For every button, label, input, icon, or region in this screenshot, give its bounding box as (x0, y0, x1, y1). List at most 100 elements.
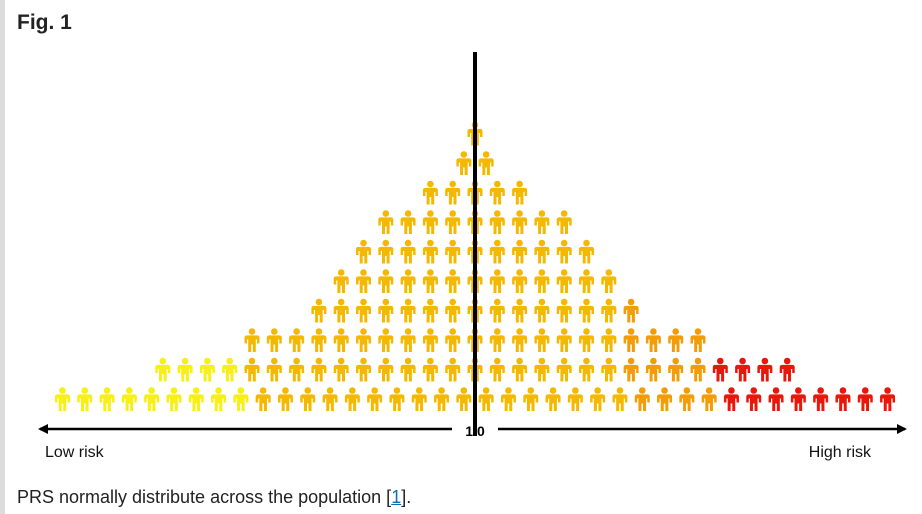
person-icon (233, 387, 249, 411)
person-icon (422, 328, 438, 352)
person-icon (356, 357, 371, 382)
person-icon (311, 328, 327, 352)
person-icon (445, 210, 461, 234)
person-icon (266, 328, 282, 352)
figure-label: Fig. 1 (17, 11, 72, 34)
person-icon (266, 357, 282, 382)
caption-text: PRS normally distribute across the popul… (17, 487, 392, 507)
person-icon (757, 357, 773, 382)
person-icon (400, 239, 416, 264)
person-icon (277, 387, 293, 411)
person-icon (333, 357, 349, 382)
person-icon (567, 387, 583, 411)
person-icon (99, 387, 115, 411)
person-icon (356, 298, 371, 323)
person-icon (534, 269, 550, 293)
person-icon (534, 239, 550, 264)
low-risk-label: Low risk (45, 444, 105, 461)
person-icon (289, 328, 305, 352)
person-icon (489, 269, 505, 293)
person-icon (456, 387, 472, 411)
person-icon (322, 387, 338, 411)
person-icon (813, 387, 829, 411)
person-icon (422, 357, 438, 382)
person-icon (579, 357, 594, 382)
person-icon (489, 328, 505, 352)
person-icon (779, 357, 795, 382)
person-icon (590, 387, 606, 411)
person-icon (690, 357, 706, 382)
person-icon (378, 269, 394, 293)
person-icon (500, 387, 516, 411)
person-icon (645, 357, 661, 382)
person-icon (400, 328, 416, 352)
person-icon (255, 387, 271, 411)
high-risk-label: High risk (809, 444, 872, 461)
person-icon (512, 298, 528, 323)
person-icon (489, 357, 505, 382)
person-icon (211, 387, 227, 411)
person-icon (534, 357, 550, 382)
person-icon (556, 328, 572, 352)
person-icon (579, 239, 594, 264)
person-icon (645, 328, 661, 352)
person-icon (400, 298, 416, 323)
person-icon (54, 387, 70, 411)
person-icon (768, 387, 784, 411)
person-icon (311, 298, 327, 323)
person-icon (144, 387, 160, 411)
figure-caption: PRS normally distribute across the popul… (17, 487, 411, 508)
person-icon (456, 151, 472, 175)
person-icon (445, 239, 461, 264)
person-icon (378, 239, 394, 264)
person-icon (534, 298, 550, 323)
person-icon (835, 387, 851, 411)
person-icon (411, 387, 427, 411)
person-icon (612, 387, 628, 411)
person-icon (199, 357, 215, 382)
person-icon (634, 387, 650, 411)
person-icon (478, 387, 494, 411)
person-icon (445, 298, 461, 323)
person-icon (478, 151, 494, 175)
person-icon (489, 239, 505, 264)
person-icon (356, 239, 371, 264)
person-icon (155, 357, 171, 382)
person-icon (434, 387, 450, 411)
person-icon (556, 239, 572, 264)
person-icon (445, 180, 461, 205)
person-icon (556, 298, 572, 323)
person-icon (378, 357, 394, 382)
person-icon (289, 357, 305, 382)
person-icon (723, 387, 739, 411)
person-icon (356, 269, 371, 293)
person-icon (244, 328, 260, 352)
person-icon (512, 269, 528, 293)
person-icon (534, 328, 550, 352)
person-icon (333, 298, 349, 323)
left-border-bar (0, 0, 5, 514)
person-icon (400, 357, 416, 382)
person-icon (333, 328, 349, 352)
person-icon (601, 298, 617, 323)
person-icon (121, 387, 137, 411)
person-icon (489, 180, 505, 205)
reference-link[interactable]: 1 (391, 487, 402, 507)
person-icon (545, 387, 561, 411)
person-icon (579, 298, 594, 323)
people-icons (54, 121, 896, 411)
person-icon (880, 387, 896, 411)
person-icon (356, 328, 371, 352)
person-icon (601, 357, 617, 382)
person-icon (857, 387, 873, 411)
person-icon (579, 328, 594, 352)
person-icon (623, 328, 639, 352)
center-value-label: 1.0 (465, 423, 485, 439)
person-icon (367, 387, 383, 411)
person-icon (512, 357, 528, 382)
person-icon (512, 180, 528, 205)
person-icon (378, 328, 394, 352)
person-icon (422, 298, 438, 323)
person-icon (512, 239, 528, 264)
